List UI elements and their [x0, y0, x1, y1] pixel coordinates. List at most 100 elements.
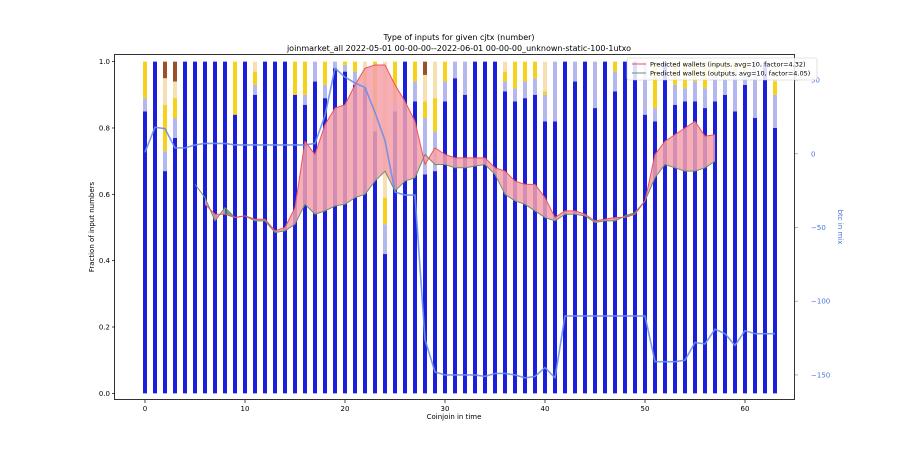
bar-segment	[773, 127, 777, 394]
line-layer	[144, 64, 775, 379]
legend-outputs-label: Predicted wallets (outputs, avg=10, fact…	[650, 70, 810, 78]
bar-segment	[573, 61, 577, 82]
fill-between-area	[355, 68, 365, 198]
y-tick-label: 0.2	[99, 324, 110, 332]
bar-segment	[223, 61, 227, 394]
bar-segment	[623, 61, 627, 394]
chart-title: Type of inputs for given cjtx (number)	[382, 33, 534, 42]
bar-segment	[253, 71, 257, 85]
fill-between-area	[485, 157, 495, 175]
bar-segment	[343, 64, 347, 72]
bar-segment	[173, 81, 177, 99]
bar-segment	[633, 61, 637, 394]
bar-segment	[323, 61, 327, 85]
bar-segment	[543, 121, 547, 394]
bar-segment	[423, 61, 427, 75]
bar-segment	[503, 71, 507, 82]
bar-segment	[563, 61, 567, 394]
bar-segment	[173, 98, 177, 119]
bar-segment	[263, 61, 267, 394]
bar-segment	[423, 74, 427, 102]
bar-segment	[653, 61, 657, 109]
bar-segment	[383, 254, 387, 394]
outputs-line	[194, 154, 716, 233]
bar-segment	[423, 118, 427, 175]
bar-segment	[203, 61, 207, 394]
fill-between-area	[475, 157, 485, 167]
bar-segment	[693, 101, 697, 394]
bar-segment	[443, 61, 447, 82]
bar-segment	[173, 61, 177, 82]
bar-segment	[173, 118, 177, 138]
legend-inputs-label: Predicted wallets (inputs, avg=10, facto…	[650, 61, 806, 69]
bar-segment	[413, 101, 417, 394]
bar-segment	[193, 61, 197, 394]
bar-segment	[453, 78, 457, 394]
bar-segment	[503, 61, 507, 72]
bar-segment	[753, 118, 757, 394]
legend-frame	[626, 57, 818, 81]
bar-segment	[293, 61, 297, 95]
fill-between-area	[675, 127, 685, 172]
bar-segment	[613, 71, 617, 92]
bar-segment	[253, 61, 257, 72]
fill-between-area	[495, 167, 505, 195]
bar-segment	[313, 81, 317, 394]
bar-segment	[553, 121, 557, 394]
bar-segment	[513, 101, 517, 394]
y-tick-label: 0.8	[99, 124, 110, 132]
bar-segment	[753, 61, 757, 119]
bar-segment	[573, 81, 577, 394]
bar-segment	[393, 111, 397, 394]
fill-between-area	[535, 184, 545, 218]
bar-segment	[643, 114, 647, 394]
bar-segment	[433, 61, 437, 99]
inputs-line	[204, 64, 716, 232]
x-tick-label: 20	[341, 405, 350, 413]
fill-between-area	[655, 141, 665, 178]
bar-segment	[163, 171, 167, 394]
bar-segment	[243, 61, 247, 394]
y2-axis-label: btc in mix	[836, 210, 844, 245]
fill-between-area	[375, 64, 385, 182]
bar-segment	[413, 61, 417, 82]
bar-segment	[483, 61, 487, 394]
bar-segment	[273, 61, 277, 394]
fill-between-area	[705, 134, 715, 168]
bar-segment	[593, 61, 597, 109]
y2-tick-label: 50	[811, 77, 820, 85]
bar-segment	[353, 61, 357, 72]
bar-segment	[683, 101, 687, 394]
bar-segment	[323, 98, 327, 394]
bar-segment	[713, 74, 717, 102]
bar-segment	[453, 61, 457, 79]
bar-segment	[213, 61, 217, 394]
bar-segment	[663, 61, 667, 394]
x-tick-label: 30	[441, 405, 450, 413]
bar-segment	[523, 61, 527, 82]
fill-between-area	[465, 157, 475, 168]
bar-segment	[733, 71, 737, 112]
bar-segment	[683, 88, 687, 102]
fill-between-area	[525, 184, 535, 211]
legend: Predicted wallets (inputs, avg=10, facto…	[626, 57, 818, 81]
bar-segment	[293, 94, 297, 394]
y2-tick-label: 0	[811, 150, 815, 158]
fill-between-area	[395, 84, 405, 192]
fill-between-area	[305, 141, 315, 215]
fill-between-area	[335, 104, 345, 206]
bar-segment	[463, 61, 467, 95]
y-tick-label: 1.0	[99, 58, 110, 66]
x-axis: 0 10 20 30 40 50 60	[143, 400, 749, 413]
bar-segment	[303, 94, 307, 105]
bar-segment	[323, 84, 327, 99]
bar-segment	[693, 81, 697, 102]
fill-between-area	[445, 154, 455, 168]
bar-segment	[443, 101, 447, 394]
bar-segment	[343, 61, 347, 65]
bar-segment	[303, 61, 307, 95]
bar-segment	[353, 84, 357, 394]
fill-between-area	[325, 108, 335, 211]
bar-segment	[413, 81, 417, 102]
bar-segment	[473, 61, 477, 394]
